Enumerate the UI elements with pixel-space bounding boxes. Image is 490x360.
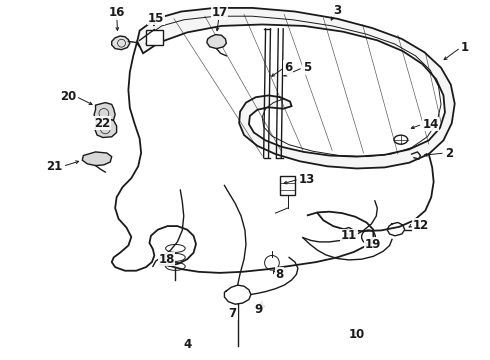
Text: 12: 12 xyxy=(413,219,429,231)
Text: 18: 18 xyxy=(158,253,175,266)
Bar xyxy=(280,176,295,195)
Polygon shape xyxy=(137,8,455,168)
Text: 13: 13 xyxy=(299,173,315,186)
Text: 14: 14 xyxy=(422,118,439,131)
Text: 4: 4 xyxy=(184,338,192,351)
Text: 21: 21 xyxy=(47,160,63,173)
Text: 15: 15 xyxy=(147,12,164,24)
Text: 7: 7 xyxy=(229,307,237,320)
Polygon shape xyxy=(95,118,117,138)
Text: 17: 17 xyxy=(211,6,228,19)
Text: 22: 22 xyxy=(94,117,110,130)
Polygon shape xyxy=(207,35,226,49)
Text: 1: 1 xyxy=(461,41,469,54)
Text: 16: 16 xyxy=(108,6,125,19)
Text: 9: 9 xyxy=(255,303,263,316)
Text: 5: 5 xyxy=(303,61,311,74)
Text: 11: 11 xyxy=(341,229,357,242)
Text: 6: 6 xyxy=(284,61,293,74)
Polygon shape xyxy=(112,36,130,50)
Polygon shape xyxy=(94,103,115,123)
Polygon shape xyxy=(82,152,112,166)
Text: 20: 20 xyxy=(60,90,76,103)
Text: 19: 19 xyxy=(364,238,381,251)
Text: 3: 3 xyxy=(333,4,341,17)
Bar xyxy=(146,30,163,45)
Text: 10: 10 xyxy=(348,328,365,341)
Text: 8: 8 xyxy=(275,268,284,281)
Text: 2: 2 xyxy=(445,147,453,159)
